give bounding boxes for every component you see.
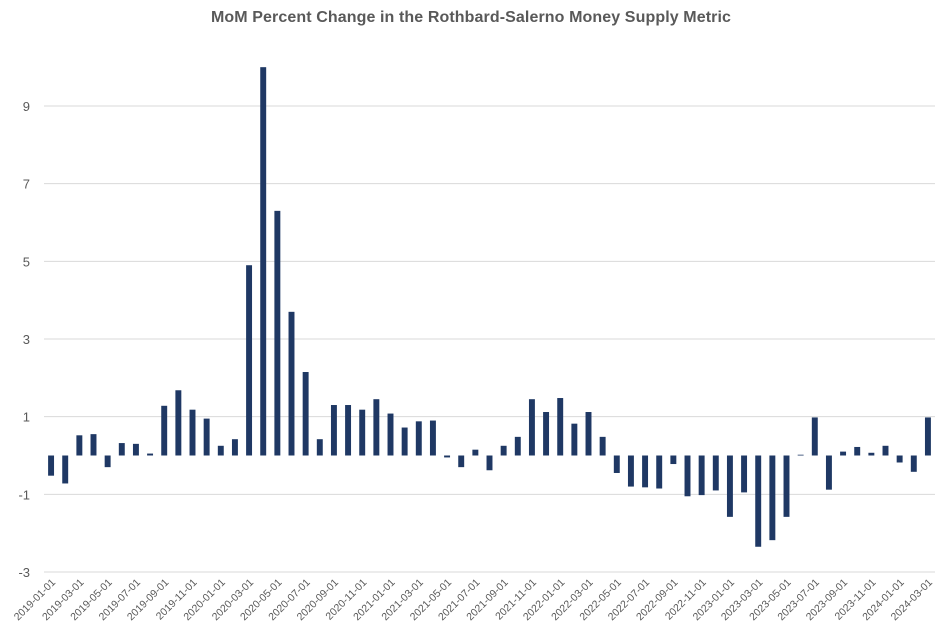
y-tick-label: 1 [23, 410, 30, 425]
bar-2023-02-01 [741, 455, 748, 493]
chart-title: MoM Percent Change in the Rothbard-Saler… [210, 9, 732, 26]
bar-2019-04-01 [90, 434, 97, 456]
y-tick-label: 3 [23, 332, 30, 347]
bar-2023-09-01 [840, 451, 847, 456]
y-tick-label: 9 [23, 99, 30, 114]
bar-2021-11-01 [528, 399, 535, 456]
bar-2022-02-01 [571, 423, 578, 456]
bar-2022-05-01 [613, 455, 620, 473]
bar-2024-01-01 [896, 455, 903, 463]
y-axis-tick-labels: 9 7 5 3 1 -1 -3 [18, 99, 30, 580]
bar-2023-05-01 [783, 455, 790, 517]
bar-2020-08-01 [316, 439, 323, 456]
bar-2023-10-01 [854, 446, 861, 456]
bar-2021-10-01 [514, 436, 521, 456]
bar-2020-05-01 [274, 210, 281, 456]
bar-2021-08-01 [486, 455, 493, 471]
bar-2020-07-01 [302, 372, 309, 456]
bar-2020-03-01 [246, 265, 253, 456]
bar-2019-05-01 [104, 455, 111, 468]
bar-2021-05-01 [444, 455, 451, 458]
bar-2023-07-01 [811, 417, 818, 456]
bar-2022-11-01 [698, 455, 705, 496]
x-axis-tick-labels: 2019-01-012019-03-012019-05-012019-07-01… [12, 577, 935, 624]
bar-2020-01-01 [217, 445, 224, 456]
bar-2020-10-01 [345, 405, 352, 456]
bar-2023-01-01 [726, 455, 733, 517]
bar-2023-12-01 [882, 445, 889, 456]
gridlines [44, 105, 935, 573]
bar-2021-12-01 [543, 412, 550, 456]
bar-2019-06-01 [118, 443, 125, 456]
bar-2022-12-01 [712, 455, 719, 491]
y-tick-label: -3 [18, 565, 30, 580]
bar-2019-09-01 [161, 405, 168, 456]
bar-2020-09-01 [330, 405, 337, 456]
bar-2022-06-01 [627, 455, 634, 487]
bar-2023-04-01 [769, 455, 776, 541]
bar-2023-08-01 [825, 455, 832, 490]
bar-2022-01-01 [557, 398, 564, 456]
bar-2019-11-01 [189, 409, 196, 456]
bar-2021-03-01 [415, 421, 422, 456]
bar-2020-12-01 [373, 399, 380, 456]
bar-2021-09-01 [500, 445, 507, 456]
bar-2019-01-01 [48, 455, 55, 476]
bar-2024-02-01 [910, 455, 917, 472]
bar-2023-06-01 [797, 454, 804, 456]
bar-2021-02-01 [401, 427, 408, 456]
bar-2020-04-01 [260, 67, 267, 456]
y-tick-label: -1 [18, 487, 30, 502]
bar-2019-10-01 [175, 390, 182, 456]
bar-2021-01-01 [387, 413, 394, 456]
bar-2022-09-01 [670, 455, 677, 465]
bar-2019-12-01 [203, 418, 210, 456]
bar-2019-07-01 [132, 443, 139, 456]
bar-2021-07-01 [472, 449, 479, 456]
bar-2022-04-01 [599, 436, 606, 456]
y-tick-label: 5 [23, 254, 30, 269]
bar-2021-06-01 [458, 455, 465, 468]
bar-2019-03-01 [76, 435, 83, 456]
y-tick-label: 7 [23, 177, 30, 192]
bar-2022-03-01 [585, 412, 592, 456]
bar-2020-06-01 [288, 311, 295, 456]
bar-2024-03-01 [924, 417, 931, 456]
bar-2022-07-01 [642, 455, 649, 488]
bar-2023-03-01 [755, 455, 762, 547]
bar-2019-02-01 [62, 455, 69, 484]
bar-2021-04-01 [429, 420, 436, 456]
bar-2022-08-01 [656, 455, 663, 489]
bar-2020-02-01 [231, 439, 238, 456]
bar-2020-11-01 [359, 409, 366, 456]
bar-2023-11-01 [868, 452, 875, 456]
bar-2022-10-01 [684, 455, 691, 497]
bars [48, 67, 931, 547]
bar-2019-08-01 [147, 453, 154, 456]
